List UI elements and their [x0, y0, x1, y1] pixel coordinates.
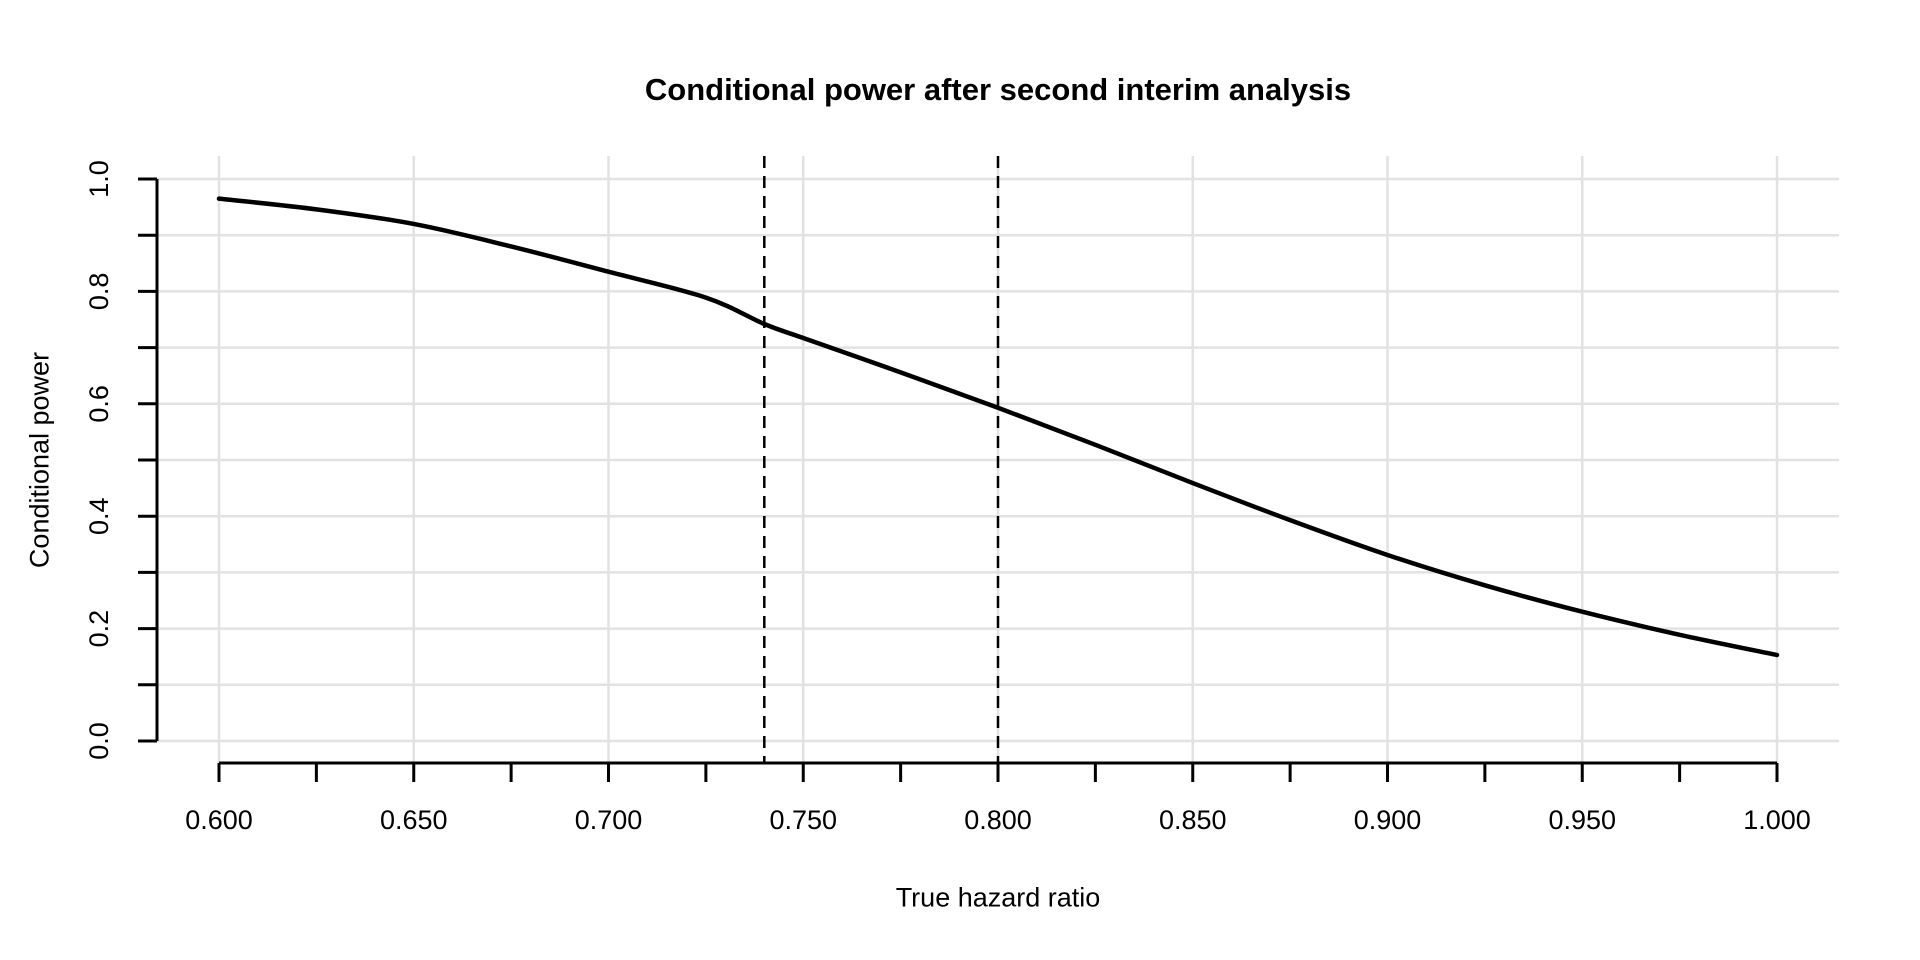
x-axis-tick-label: 0.600 [185, 805, 253, 835]
chart-title: Conditional power after second interim a… [644, 72, 1352, 107]
x-axis-tick-label: 0.900 [1354, 805, 1422, 835]
x-axis-tick-label: 0.950 [1548, 805, 1616, 835]
y-axis-tick-label: 0.0 [84, 722, 114, 760]
y-axis-tick-label: 0.2 [84, 610, 114, 648]
x-axis-tick-label: 0.650 [380, 805, 448, 835]
y-axis-tick-label: 0.6 [84, 385, 114, 423]
y-axis-title: Conditional power [24, 351, 55, 569]
y-axis-tick-label: 1.0 [84, 160, 114, 198]
x-axis-title: True hazard ratio [895, 882, 1101, 913]
x-axis-tick-label: 1.000 [1743, 805, 1811, 835]
x-axis-tick-label: 0.800 [964, 805, 1032, 835]
y-axis-tick-label: 0.8 [84, 273, 114, 311]
x-axis-tick-label: 0.850 [1159, 805, 1227, 835]
conditional-power-curve [216, 196, 1780, 658]
x-axis-tick-label: 0.700 [575, 805, 643, 835]
y-axis-tick-label: 0.4 [84, 497, 114, 535]
x-axis-tick-label: 0.750 [769, 805, 837, 835]
